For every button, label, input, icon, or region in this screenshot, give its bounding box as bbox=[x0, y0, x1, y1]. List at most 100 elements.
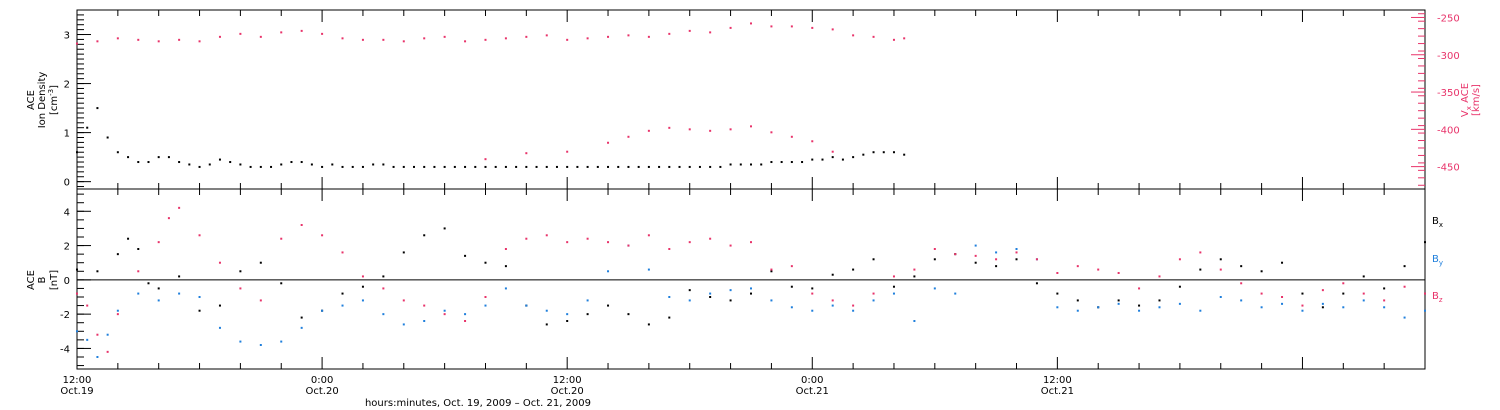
density-point bbox=[760, 163, 763, 166]
density-point bbox=[831, 156, 834, 159]
by-point bbox=[995, 251, 998, 254]
density-point bbox=[137, 161, 140, 164]
bz-point bbox=[892, 275, 895, 278]
bx-point bbox=[76, 268, 78, 271]
vx-point bbox=[647, 129, 650, 132]
legend-by: By bbox=[1432, 254, 1443, 267]
by-point bbox=[382, 313, 385, 316]
vx-point bbox=[300, 29, 303, 32]
density-point bbox=[750, 163, 752, 166]
vx-label-sub: x bbox=[1465, 106, 1473, 110]
by-point bbox=[1097, 306, 1100, 309]
density-tick-label: 0 bbox=[64, 178, 70, 189]
by-point bbox=[974, 244, 977, 247]
density-point bbox=[566, 165, 569, 168]
density-point bbox=[688, 165, 691, 168]
by-point bbox=[545, 309, 548, 312]
by-point bbox=[831, 304, 834, 307]
x-tick-date: Oct.20 bbox=[551, 386, 584, 397]
field-axis-label: ACE B [nT] bbox=[26, 270, 60, 290]
bz-point bbox=[361, 275, 364, 278]
field-tick-label: -4 bbox=[60, 344, 70, 355]
by-point bbox=[1219, 296, 1222, 298]
bz-point bbox=[852, 304, 855, 307]
data-layer bbox=[76, 22, 1426, 358]
density-point bbox=[770, 161, 773, 164]
x-tick-time: 12:00 bbox=[1043, 375, 1072, 386]
bz-point bbox=[1383, 299, 1386, 302]
bz-point bbox=[464, 320, 467, 322]
vx-point bbox=[709, 129, 712, 132]
bx-point bbox=[239, 270, 242, 273]
by-point bbox=[566, 313, 569, 316]
vx-point bbox=[750, 22, 752, 25]
vx-point bbox=[259, 35, 262, 38]
bx-point bbox=[668, 316, 671, 319]
density-point bbox=[719, 165, 722, 168]
density-point bbox=[453, 165, 456, 168]
by-point bbox=[913, 320, 916, 322]
bx-point bbox=[341, 292, 344, 295]
tick-layer: 0123-250-300-350-400-450420-2-412:00Oct.… bbox=[60, 10, 1460, 397]
density-point bbox=[739, 163, 742, 166]
vx-point bbox=[790, 135, 793, 138]
density-point bbox=[903, 153, 906, 156]
density-point bbox=[392, 165, 395, 168]
bx-point bbox=[116, 253, 119, 256]
bx-point bbox=[831, 273, 834, 276]
vx-point bbox=[341, 37, 344, 40]
bz-point bbox=[995, 258, 998, 261]
vx-point bbox=[770, 25, 773, 28]
x-tick-time: 12:00 bbox=[63, 375, 92, 386]
by-point bbox=[402, 323, 405, 326]
vx-point bbox=[709, 31, 712, 34]
by-point bbox=[1117, 302, 1120, 305]
bx-point bbox=[198, 309, 201, 312]
bx-point bbox=[1015, 258, 1018, 261]
by-point bbox=[116, 309, 119, 312]
x-tick-time: 0:00 bbox=[801, 375, 823, 386]
density-point bbox=[637, 165, 640, 168]
density-point bbox=[892, 151, 895, 154]
bz-point bbox=[872, 292, 875, 295]
bz-point bbox=[933, 248, 936, 250]
vx-point bbox=[668, 126, 671, 129]
density-point bbox=[249, 165, 252, 168]
bx-point bbox=[504, 265, 507, 268]
bz-point bbox=[218, 261, 221, 264]
by-point bbox=[1362, 299, 1365, 302]
by-point bbox=[300, 326, 303, 329]
bx-point bbox=[1240, 265, 1243, 268]
bz-point bbox=[668, 248, 671, 250]
density-point bbox=[351, 165, 354, 168]
bx-point bbox=[1178, 285, 1181, 288]
field-label-b: B bbox=[37, 276, 48, 283]
vx-point bbox=[402, 40, 405, 43]
density-point bbox=[341, 165, 344, 168]
density-point bbox=[239, 163, 242, 166]
vx-point bbox=[668, 32, 671, 35]
bx-point bbox=[1301, 292, 1304, 295]
bx-point bbox=[157, 287, 160, 290]
bz-point bbox=[1097, 268, 1100, 271]
bx-point bbox=[688, 289, 691, 292]
bx-point bbox=[280, 282, 283, 285]
density-point bbox=[729, 163, 732, 166]
density-axis-label: ACE Ion Density [cm-3] bbox=[26, 72, 60, 129]
density-point bbox=[647, 165, 650, 168]
bz-point bbox=[709, 237, 712, 240]
density-point bbox=[198, 165, 201, 168]
x-tick-time: 0:00 bbox=[311, 375, 333, 386]
by-point bbox=[586, 299, 589, 302]
density-point bbox=[474, 165, 477, 168]
bz-point bbox=[954, 253, 957, 256]
field-label-unit: [nT] bbox=[49, 270, 60, 290]
vx-point bbox=[627, 135, 630, 138]
by-point bbox=[96, 356, 99, 358]
bx-point bbox=[178, 275, 181, 278]
field-tick-label: -2 bbox=[60, 310, 70, 321]
density-point bbox=[780, 161, 783, 164]
vx-point bbox=[770, 131, 773, 134]
vx-point bbox=[96, 40, 99, 43]
density-point bbox=[852, 156, 855, 159]
